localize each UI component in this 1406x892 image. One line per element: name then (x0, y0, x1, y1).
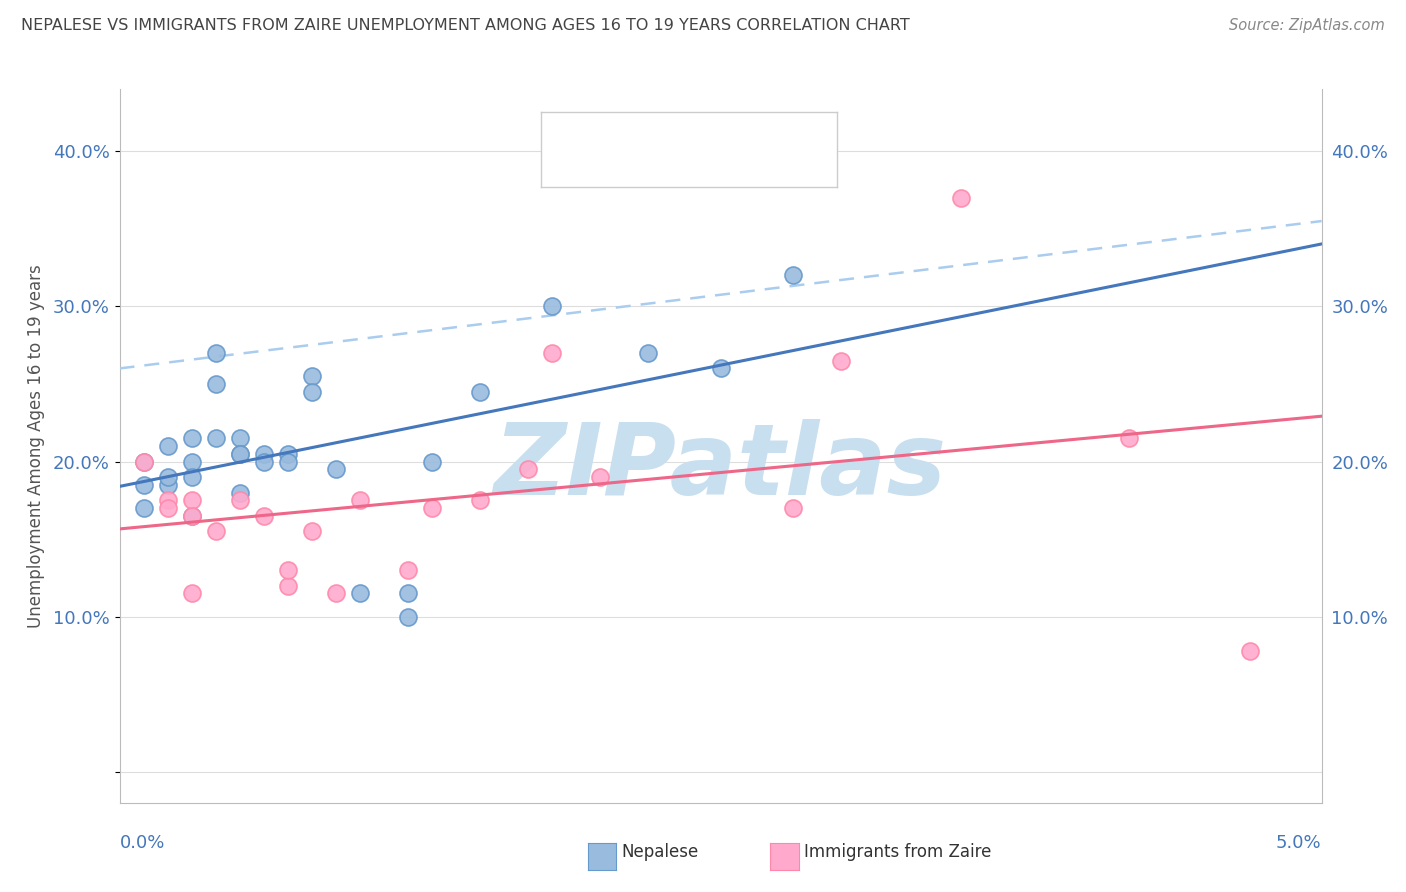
Point (1239, 644, 1261, 658)
Point (180, 431, 202, 445)
Point (325, 586, 347, 600)
Point (396, 563, 419, 577)
Point (468, 493, 492, 508)
Point (517, 462, 540, 476)
Point (180, 586, 202, 600)
Text: R = 0.144: R = 0.144 (598, 161, 688, 178)
Text: Immigrants from Zaire: Immigrants from Zaire (804, 843, 991, 861)
Point (228, 485, 252, 500)
Point (204, 346, 226, 360)
Point (396, 609, 419, 624)
Point (180, 470, 202, 484)
Point (156, 493, 179, 508)
Point (1118, 431, 1140, 445)
Point (132, 454, 155, 468)
Point (301, 384, 323, 399)
Point (637, 346, 659, 360)
Point (253, 454, 276, 468)
Text: ZIPatlas: ZIPatlas (494, 419, 948, 516)
Point (782, 268, 804, 283)
Point (156, 501, 179, 516)
Point (180, 493, 202, 508)
Point (277, 579, 299, 593)
Point (228, 447, 252, 461)
Point (180, 454, 202, 468)
Point (468, 384, 492, 399)
Point (132, 501, 155, 516)
Point (420, 501, 443, 516)
Point (277, 447, 299, 461)
Point (228, 431, 252, 445)
Point (301, 369, 323, 384)
Point (301, 524, 323, 539)
Point (277, 563, 299, 577)
Point (396, 586, 419, 600)
Y-axis label: Unemployment Among Ages 16 to 19 years: Unemployment Among Ages 16 to 19 years (27, 264, 45, 628)
Point (228, 447, 252, 461)
Point (541, 346, 564, 360)
Point (589, 470, 612, 484)
Point (420, 454, 443, 468)
Point (204, 431, 226, 445)
Text: R = 0.328: R = 0.328 (598, 125, 688, 143)
Point (541, 299, 564, 313)
Point (950, 191, 973, 205)
Point (156, 470, 179, 484)
Point (156, 439, 179, 453)
Point (156, 477, 179, 491)
Point (204, 524, 226, 539)
Point (782, 501, 804, 516)
Point (132, 454, 155, 468)
Point (830, 353, 852, 368)
Text: NEPALESE VS IMMIGRANTS FROM ZAIRE UNEMPLOYMENT AMONG AGES 16 TO 19 YEARS CORRELA: NEPALESE VS IMMIGRANTS FROM ZAIRE UNEMPL… (21, 18, 910, 33)
Text: Source: ZipAtlas.com: Source: ZipAtlas.com (1229, 18, 1385, 33)
Point (253, 508, 276, 523)
Point (204, 376, 226, 391)
Point (228, 493, 252, 508)
Text: 5.0%: 5.0% (1277, 834, 1322, 852)
Point (277, 454, 299, 468)
Text: 0.0%: 0.0% (120, 834, 165, 852)
Point (180, 508, 202, 523)
Point (253, 447, 276, 461)
Point (180, 508, 202, 523)
Text: N = 33: N = 33 (728, 125, 792, 143)
Text: N = 25: N = 25 (728, 161, 792, 178)
Point (709, 361, 731, 376)
Point (132, 477, 155, 491)
Point (325, 462, 347, 476)
Text: Nepalese: Nepalese (621, 843, 699, 861)
Point (349, 493, 371, 508)
Point (349, 586, 371, 600)
